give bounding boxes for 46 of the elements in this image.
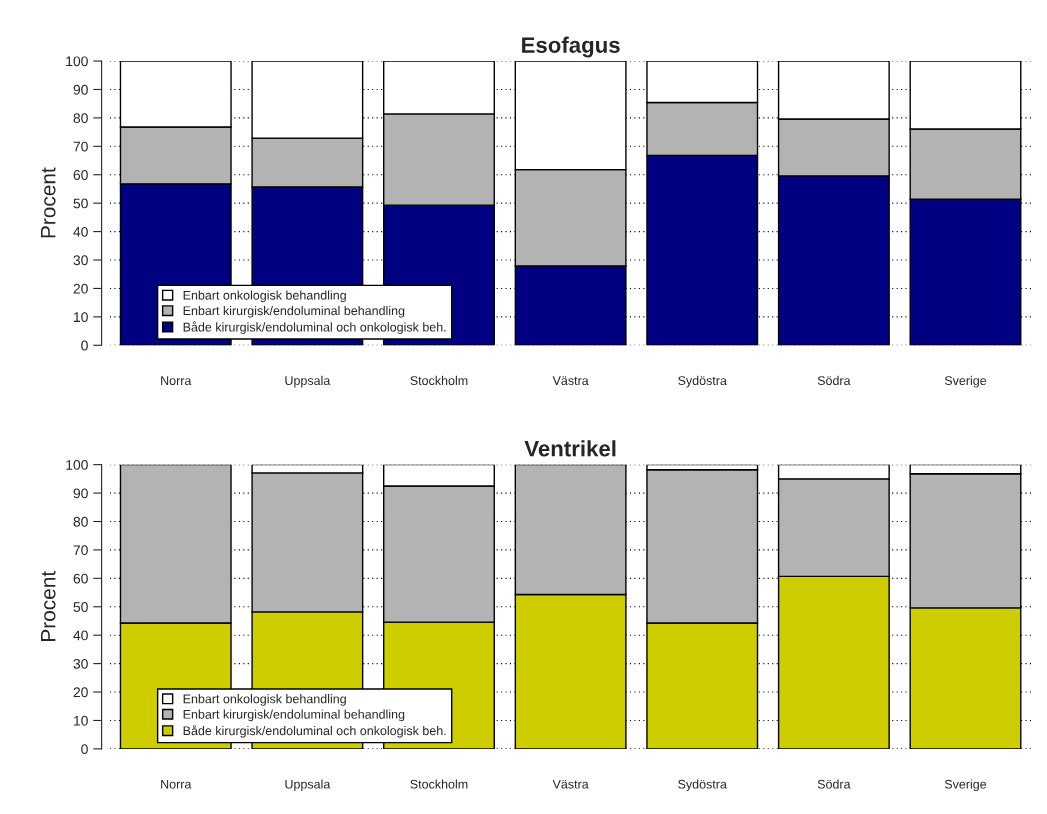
legend-label: Både kirurgisk/endoluminal och onkologisk beh. (183, 321, 446, 335)
x-tick-label: Södra (817, 779, 851, 789)
y-tick-label: 80 (73, 113, 88, 124)
y-tick-label: 10 (74, 715, 88, 726)
x-tick-label: Sydöstra (678, 779, 727, 792)
y-tick-label: 50 (73, 198, 88, 209)
x-tick-label: Stockholm (410, 779, 468, 789)
y-tick-label: 60 (73, 573, 88, 584)
y-tick-label: 10 (74, 312, 88, 323)
y-tick-label: 50 (73, 602, 88, 612)
x-tick-label: Södra (817, 375, 851, 386)
y-tick-label: 100 (66, 459, 88, 470)
legend-label: Enbart onkologisk behandling (183, 290, 346, 303)
y-tick-label: 60 (73, 170, 88, 180)
y-tick-label: 100 (66, 56, 88, 67)
y-axis-title: Procent (41, 571, 56, 641)
legend-label: Både kirurgisk/endoluminal och onkologisk beh. (183, 724, 446, 738)
x-tick-label: Uppsala (285, 779, 331, 792)
x-tick-label: Sverige (944, 375, 987, 388)
chart-title: Esofagus (522, 36, 620, 58)
y-tick-label: 30 (73, 658, 88, 669)
y-tick-label: 0 (81, 340, 88, 351)
x-tick-label: Sydöstra (678, 375, 727, 388)
y-tick-label: 20 (73, 283, 88, 294)
legend-label: Enbart onkologisk behandling (183, 694, 346, 706)
x-tick-label: Sverige (944, 779, 987, 792)
y-tick-label: 90 (73, 84, 88, 95)
legend-label: Enbart kirurgisk/endoluminal behandling (183, 709, 405, 722)
y-tick-label: 70 (73, 545, 88, 556)
y-axis-title: Procent (41, 167, 56, 238)
y-tick-label: 0 (81, 744, 88, 755)
legend-label: Enbart kirurgisk/endoluminal behandling (183, 305, 405, 318)
chart-title: Ventrikel (524, 440, 616, 457)
y-tick-label: 40 (73, 226, 88, 237)
x-tick-label: Uppsala (285, 375, 331, 388)
y-tick-label: 90 (73, 488, 88, 499)
x-tick-label: Norra (161, 376, 192, 386)
y-tick-label: 40 (73, 630, 88, 641)
y-tick-label: 70 (73, 141, 88, 152)
y-tick-label: 20 (73, 687, 88, 698)
y-tick-label: 30 (73, 255, 88, 266)
x-tick-label: Stockholm (410, 375, 468, 386)
x-tick-label: Norra (161, 779, 192, 789)
x-tick-label: Västra (552, 376, 589, 386)
y-tick-label: 80 (73, 516, 88, 527)
x-tick-label: Västra (552, 779, 589, 789)
